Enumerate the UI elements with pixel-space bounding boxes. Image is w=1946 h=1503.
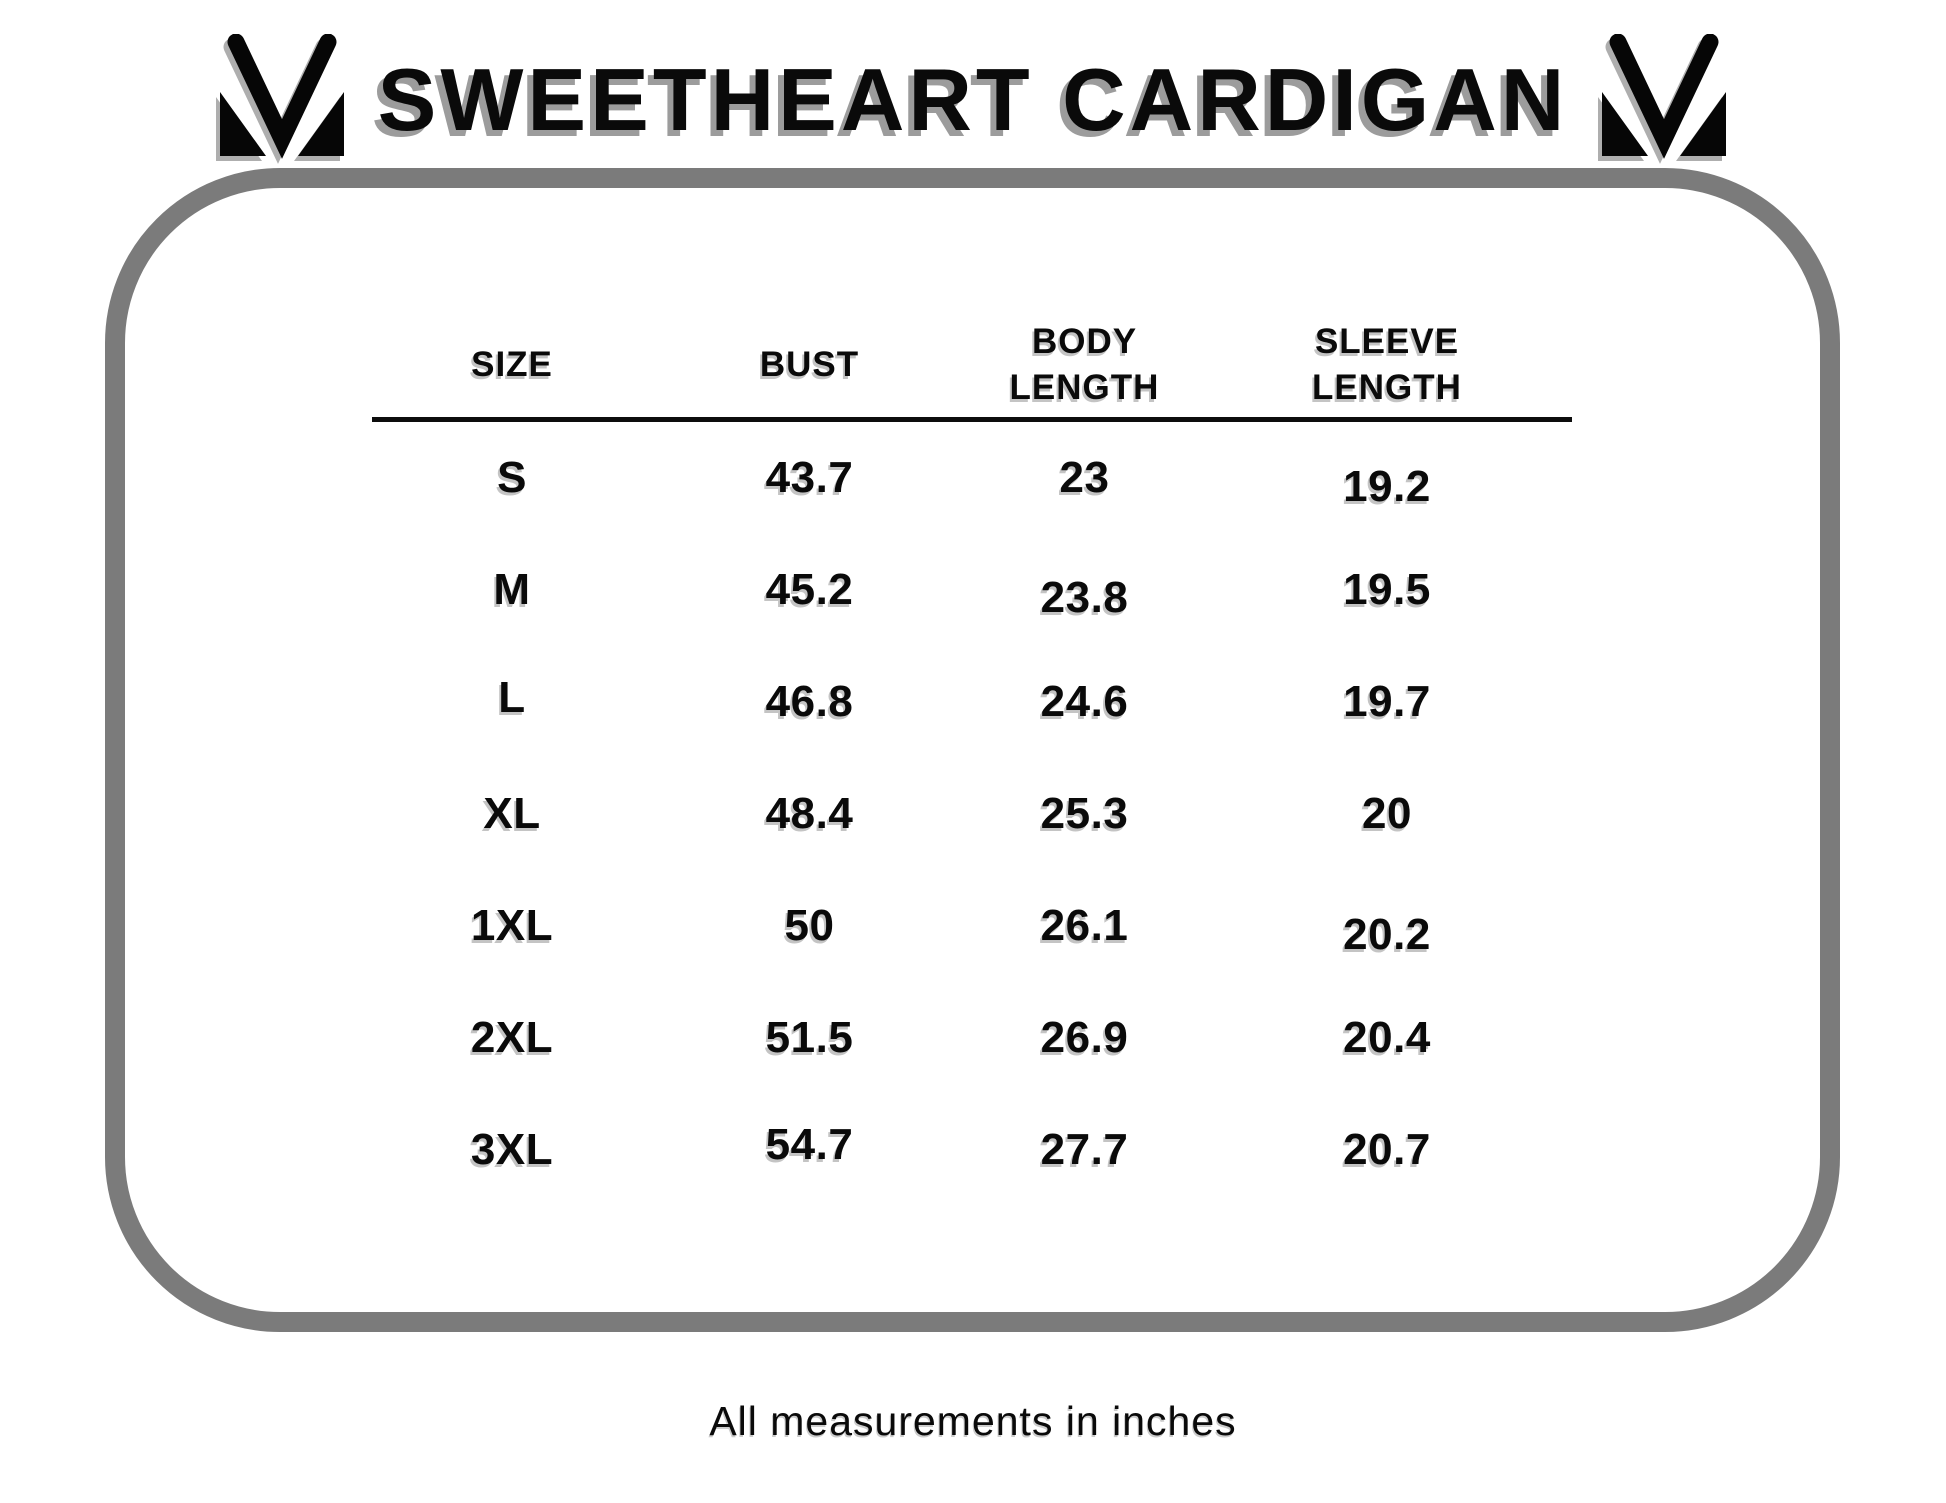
mv-logo-icon [219, 34, 344, 159]
sleeve-length-value: 20 [1362, 789, 1412, 838]
bust-value: 46.8 [765, 677, 854, 726]
page-title: SWEETHEART CARDIGAN [377, 50, 1569, 149]
size-label: 2XL [470, 1013, 554, 1062]
brand-header: SWEETHEART CARDIGAN [0, 30, 1946, 170]
rounded-frame [105, 168, 1840, 1332]
size-label: S [497, 453, 527, 502]
size-label: 3XL [470, 1125, 554, 1174]
measurements-note: All measurements in inches [709, 1398, 1237, 1444]
table-body: S 43.7 23 19.2 M 45.2 23.8 19.5 L 46.8 2… [372, 422, 1572, 1206]
brand-logo-left [212, 34, 352, 166]
column-header-sleeve-length: SLEEVE LENGTH [1312, 322, 1462, 407]
bust-value: 54.7 [765, 1120, 854, 1169]
column-header-size: SIZE [471, 344, 553, 384]
table-row-s: S 43.7 23 19.2 [372, 422, 1572, 534]
body-length-value: 23 [1059, 453, 1110, 502]
bust-value: 50 [784, 901, 835, 950]
table-row-l: L 46.8 24.6 19.7 [372, 646, 1572, 758]
sleeve-length-value: 19.5 [1343, 565, 1431, 614]
sleeve-length-value: 20.7 [1343, 1125, 1431, 1174]
body-length-value: 23.8 [1040, 573, 1129, 622]
brand-logo-right [1594, 34, 1734, 166]
sleeve-length-value: 20.2 [1343, 910, 1431, 959]
table-header-row: SIZE BUST BODY LENGTH SLEEVE LENGTH [372, 312, 1572, 422]
mv-logo-icon [1602, 34, 1727, 159]
size-label: XL [483, 789, 541, 838]
bust-value: 48.4 [765, 789, 854, 838]
column-header-bust: BUST [759, 344, 860, 384]
bust-value: 51.5 [765, 1013, 854, 1062]
bust-value: 43.7 [765, 453, 854, 502]
table-row-m: M 45.2 23.8 19.5 [372, 534, 1572, 646]
body-length-value: 26.9 [1040, 1013, 1129, 1062]
table-row-1xl: 1XL 50 26.1 20.2 [372, 870, 1572, 982]
body-length-value: 26.1 [1040, 901, 1129, 950]
sleeve-length-value: 19.7 [1343, 677, 1431, 726]
table-row-3xl: 3XL 54.7 27.7 20.7 [372, 1094, 1572, 1206]
bust-value: 45.2 [765, 565, 854, 614]
sleeve-length-value: 19.2 [1343, 462, 1431, 511]
size-chart-table: SIZE BUST BODY LENGTH SLEEVE LENGTH S 43… [372, 312, 1572, 1206]
size-label: L [498, 673, 526, 722]
body-length-value: 25.3 [1040, 789, 1129, 838]
size-label: M [493, 565, 531, 614]
size-label: 1XL [470, 901, 554, 950]
sleeve-length-value: 20.4 [1343, 1013, 1431, 1062]
column-header-body-length: BODY LENGTH [1009, 322, 1160, 407]
table-row-2xl: 2XL 51.5 26.9 20.4 [372, 982, 1572, 1094]
table-row-xl: XL 48.4 25.3 20 [372, 758, 1572, 870]
body-length-value: 24.6 [1040, 677, 1129, 726]
body-length-value: 27.7 [1040, 1125, 1129, 1174]
